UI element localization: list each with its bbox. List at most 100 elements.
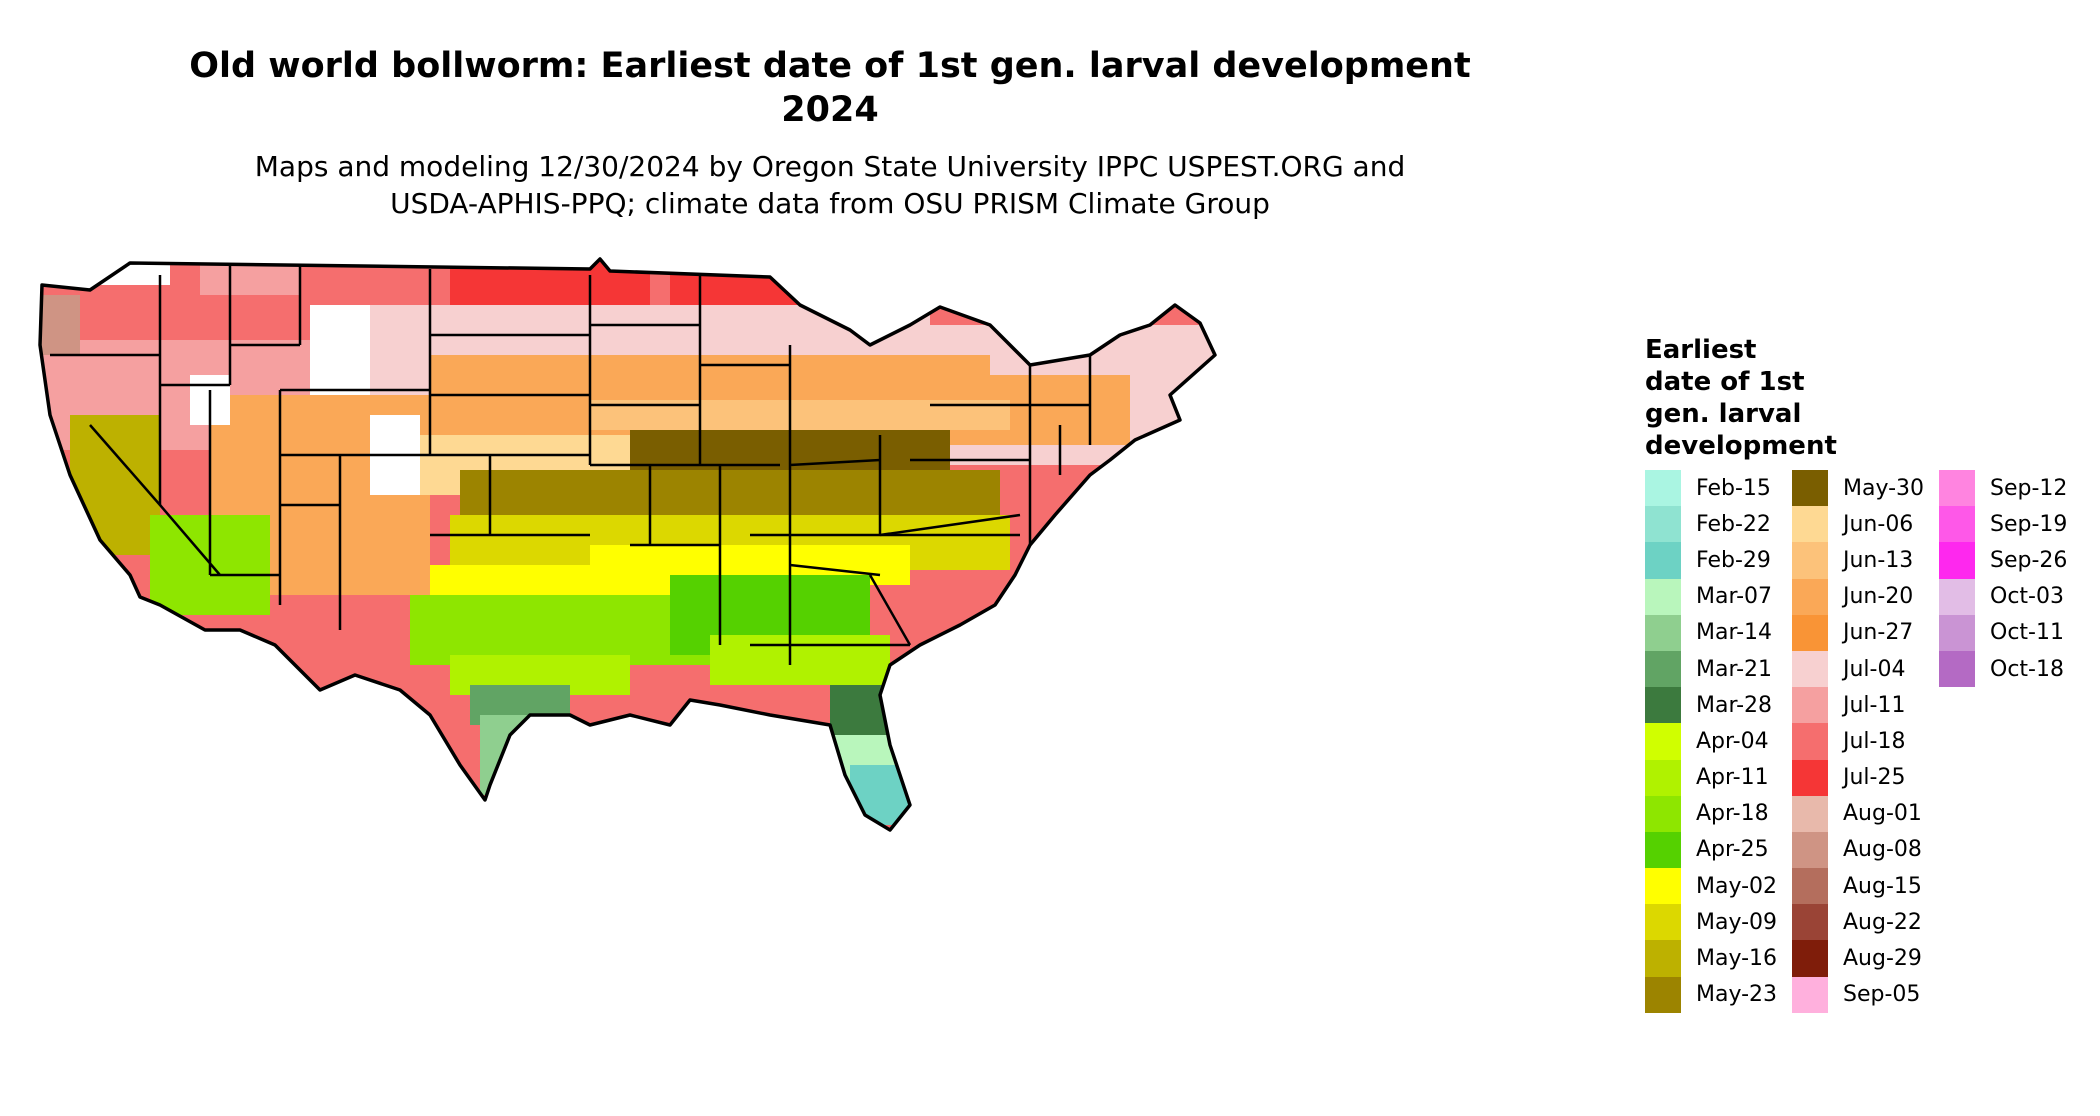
legend-item: Apr-11	[1645, 759, 1792, 796]
legend-item: Mar-28	[1645, 687, 1792, 724]
legend-swatch	[1645, 650, 1681, 688]
legend-swatch	[1645, 614, 1681, 651]
legend-label: Oct-03	[1990, 584, 2064, 610]
legend-item: May-16	[1645, 940, 1792, 977]
legend-item: Sep-26	[1939, 542, 2086, 579]
legend-item: Jun-27	[1792, 614, 1939, 651]
map-title: Old world bollworm: Earliest date of 1st…	[0, 44, 1660, 132]
legend-label: Jul-18	[1843, 728, 1906, 754]
legend-item: Feb-22	[1645, 506, 1792, 543]
us-outline	[38, 257, 1217, 832]
legend-item: Oct-11	[1939, 614, 2086, 651]
legend-swatch	[1939, 506, 1975, 543]
legend-label: Aug-08	[1843, 837, 1922, 863]
legend-item: Mar-07	[1645, 578, 1792, 615]
legend-label: Oct-18	[1990, 656, 2064, 682]
legend-item: Oct-03	[1939, 578, 2086, 615]
legend-item: Mar-14	[1645, 614, 1792, 651]
legend-label: Apr-04	[1696, 728, 1769, 754]
legend-label: May-02	[1696, 873, 1778, 899]
legend-label: Feb-29	[1696, 547, 1771, 573]
legend-item: Apr-04	[1645, 723, 1792, 760]
legend-label: Sep-26	[1990, 547, 2068, 573]
legend-item: May-30	[1792, 470, 1939, 507]
subtitle-line-2: USDA-APHIS-PPQ; climate data from OSU PR…	[390, 187, 1270, 220]
map-subtitle: Maps and modeling 12/30/2024 by Oregon S…	[0, 148, 1660, 222]
legend-swatch	[1792, 831, 1828, 869]
legend-swatch	[1792, 470, 1828, 507]
legend-label: Aug-01	[1843, 801, 1922, 827]
legend-title-line: development	[1645, 431, 1837, 461]
legend-item: Apr-25	[1645, 831, 1792, 869]
legend-swatch	[1792, 614, 1828, 651]
legend-label: May-16	[1696, 946, 1778, 972]
legend-label: Jul-04	[1843, 656, 1906, 682]
legend-swatch	[1645, 904, 1681, 941]
legend-item: May-02	[1645, 868, 1792, 905]
legend-swatch	[1645, 976, 1681, 1013]
legend-item: Jun-06	[1792, 506, 1939, 543]
legend-swatch	[1645, 868, 1681, 905]
us-map	[30, 245, 1630, 1105]
legend-item: Aug-01	[1792, 795, 1939, 832]
subtitle-line-1: Maps and modeling 12/30/2024 by Oregon S…	[254, 150, 1406, 183]
legend-label: Sep-05	[1843, 982, 1921, 1008]
legend-item: Feb-15	[1645, 470, 1792, 507]
legend-swatch	[1939, 578, 1975, 615]
legend-swatch	[1645, 723, 1681, 760]
title-line-2: 2024	[781, 90, 879, 130]
legend-label: May-09	[1696, 909, 1778, 935]
legend-swatch	[1792, 795, 1828, 832]
legend-item: Aug-22	[1792, 904, 1939, 941]
legend-label: Mar-07	[1696, 584, 1773, 610]
title-line-1: Old world bollworm: Earliest date of 1st…	[189, 46, 1471, 86]
legend-label: Sep-19	[1990, 511, 2068, 537]
legend-label: Apr-18	[1696, 801, 1769, 827]
legend-swatch	[1792, 542, 1828, 579]
legend-swatch	[1939, 650, 1975, 688]
legend-item: Feb-29	[1645, 542, 1792, 579]
legend: Feb-15 Feb-22 Feb-29 Mar-07 Mar-14 Mar-21 Mar-…	[1645, 470, 2086, 1013]
legend-label: Feb-15	[1696, 475, 1771, 501]
legend-swatch	[1939, 614, 1975, 651]
legend-label: May-23	[1696, 982, 1778, 1008]
legend-title-line: gen. larval	[1645, 399, 1802, 429]
legend-item: Sep-05	[1792, 976, 1939, 1013]
legend-label: Apr-11	[1696, 765, 1769, 791]
legend-swatch	[1792, 940, 1828, 977]
legend-label: Jun-27	[1843, 620, 1914, 646]
legend-title-line: Earliest	[1645, 335, 1757, 365]
legend-item: Sep-19	[1939, 506, 2086, 543]
legend-item: Jul-04	[1792, 650, 1939, 688]
legend-item: Aug-29	[1792, 940, 1939, 977]
legend-swatch	[1792, 868, 1828, 905]
legend-label: Jun-06	[1843, 511, 1914, 537]
legend-swatch	[1792, 904, 1828, 941]
legend-item: Oct-18	[1939, 650, 2086, 688]
legend-swatch	[1645, 795, 1681, 832]
legend-swatch	[1792, 976, 1828, 1013]
legend-title: Earliest date of 1st gen. larval develop…	[1645, 334, 1905, 462]
legend-label: Jun-20	[1843, 584, 1914, 610]
legend-swatch	[1792, 687, 1828, 724]
legend-label: Apr-25	[1696, 837, 1769, 863]
legend-swatch	[1645, 506, 1681, 543]
legend-swatch	[1645, 578, 1681, 615]
legend-swatch	[1645, 470, 1681, 507]
legend-item: Jun-13	[1792, 542, 1939, 579]
legend-label: Mar-14	[1696, 620, 1773, 646]
legend-swatch	[1645, 687, 1681, 724]
legend-label: Sep-12	[1990, 475, 2068, 501]
legend-swatch	[1792, 650, 1828, 688]
legend-swatch	[1939, 542, 1975, 579]
legend-item: Jul-18	[1792, 723, 1939, 760]
legend-item: Apr-18	[1645, 795, 1792, 832]
legend-label: Aug-29	[1843, 946, 1922, 972]
legend-item: May-09	[1645, 904, 1792, 941]
legend-swatch	[1645, 940, 1681, 977]
legend-item: Jun-20	[1792, 578, 1939, 615]
legend-item: Sep-12	[1939, 470, 2086, 507]
legend-label: Aug-15	[1843, 873, 1922, 899]
legend-swatch	[1792, 723, 1828, 760]
state-boundaries	[50, 265, 1092, 665]
